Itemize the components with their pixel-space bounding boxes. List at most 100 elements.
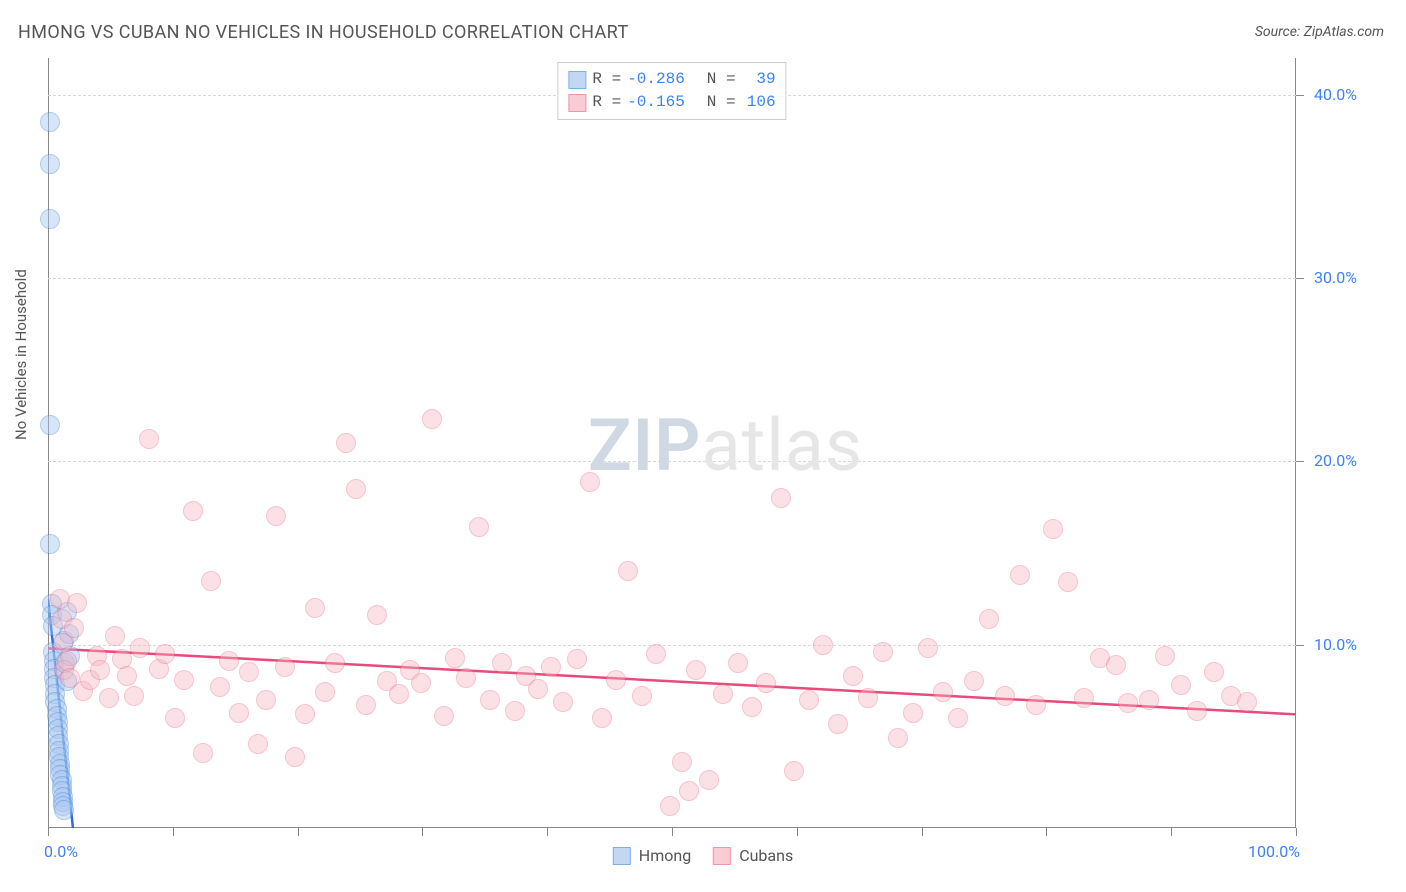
scatter-point-cubans: [553, 692, 573, 712]
x-tick-mark: [298, 828, 299, 836]
scatter-point-hmong: [40, 415, 60, 435]
scatter-point-cubans: [266, 506, 286, 526]
correlation-legend: R = -0.286 N = 39 R = -0.165 N = 106: [557, 62, 786, 120]
scatter-point-cubans: [411, 673, 431, 693]
scatter-point-cubans: [239, 662, 259, 682]
scatter-point-hmong: [40, 112, 60, 132]
scatter-point-cubans: [99, 688, 119, 708]
chart-title: HMONG VS CUBAN NO VEHICLES IN HOUSEHOLD …: [18, 22, 629, 43]
scatter-point-cubans: [1204, 662, 1224, 682]
scatter-point-cubans: [210, 677, 230, 697]
scatter-point-cubans: [843, 666, 863, 686]
scatter-point-hmong: [54, 800, 74, 820]
x-tick-label: 100.0%: [1248, 842, 1300, 861]
y-tick-mark: [1296, 95, 1304, 96]
y-tick-label: 40.0%: [1314, 85, 1357, 104]
scatter-point-cubans: [492, 653, 512, 673]
scatter-point-cubans: [699, 770, 719, 790]
x-tick-mark: [672, 828, 673, 836]
x-tick-mark: [1296, 828, 1297, 836]
scatter-point-cubans: [771, 488, 791, 508]
scatter-point-cubans: [165, 708, 185, 728]
series-legend: Hmong Cubans: [613, 846, 793, 865]
scatter-point-cubans: [799, 690, 819, 710]
scatter-point-cubans: [713, 684, 733, 704]
scatter-point-cubans: [918, 638, 938, 658]
scatter-point-cubans: [1043, 519, 1063, 539]
x-tick-mark: [797, 828, 798, 836]
scatter-point-cubans: [356, 695, 376, 715]
scatter-point-cubans: [933, 682, 953, 702]
scatter-point-cubans: [305, 598, 325, 618]
scatter-point-cubans: [67, 593, 87, 613]
scatter-point-cubans: [174, 670, 194, 690]
scatter-point-cubans: [742, 697, 762, 717]
scatter-point-cubans: [964, 671, 984, 691]
scatter-point-cubans: [995, 686, 1015, 706]
scatter-point-cubans: [686, 660, 706, 680]
scatter-point-cubans: [632, 686, 652, 706]
watermark: ZIPatlas: [588, 403, 863, 488]
scatter-point-cubans: [672, 752, 692, 772]
swatch-hmong: [613, 847, 631, 865]
scatter-point-cubans: [1187, 701, 1207, 721]
scatter-point-cubans: [979, 609, 999, 629]
scatter-point-cubans: [1106, 655, 1126, 675]
scatter-point-cubans: [193, 743, 213, 763]
scatter-point-cubans: [346, 479, 366, 499]
scatter-point-cubans: [295, 704, 315, 724]
scatter-point-cubans: [183, 501, 203, 521]
scatter-point-cubans: [567, 649, 587, 669]
scatter-point-cubans: [1139, 690, 1159, 710]
scatter-point-cubans: [903, 703, 923, 723]
scatter-point-cubans: [456, 668, 476, 688]
scatter-point-cubans: [256, 690, 276, 710]
swatch-hmong: [568, 71, 586, 89]
scatter-point-cubans: [873, 642, 893, 662]
correlation-legend-row-cubans: R = -0.165 N = 106: [568, 91, 775, 114]
scatter-point-cubans: [130, 638, 150, 658]
scatter-point-hmong: [40, 534, 60, 554]
scatter-point-cubans: [580, 472, 600, 492]
scatter-point-cubans: [618, 561, 638, 581]
swatch-cubans: [713, 847, 731, 865]
scatter-point-cubans: [1237, 692, 1257, 712]
scatter-point-cubans: [139, 429, 159, 449]
scatter-point-hmong: [40, 154, 60, 174]
scatter-point-cubans: [541, 657, 561, 677]
legend-label-hmong: Hmong: [639, 846, 691, 865]
scatter-point-cubans: [858, 688, 878, 708]
scatter-point-cubans: [275, 657, 295, 677]
scatter-point-cubans: [606, 670, 626, 690]
x-tick-mark: [922, 828, 923, 836]
scatter-point-cubans: [336, 433, 356, 453]
legend-item-hmong: Hmong: [613, 846, 691, 865]
scatter-point-cubans: [1026, 695, 1046, 715]
r-label: R =: [592, 68, 621, 91]
scatter-point-cubans: [248, 734, 268, 754]
scatter-point-cubans: [422, 409, 442, 429]
n-value-cubans: 106: [742, 91, 776, 114]
chart-source: Source: ZipAtlas.com: [1255, 24, 1384, 40]
scatter-point-cubans: [434, 706, 454, 726]
scatter-point-cubans: [201, 571, 221, 591]
scatter-point-cubans: [90, 660, 110, 680]
gridline: [48, 461, 1296, 462]
scatter-point-cubans: [888, 728, 908, 748]
y-axis-right-line: [1295, 58, 1296, 828]
legend-item-cubans: Cubans: [713, 846, 793, 865]
y-tick-label: 20.0%: [1314, 451, 1357, 470]
x-tick-mark: [547, 828, 548, 836]
scatter-point-cubans: [660, 796, 680, 816]
scatter-point-cubans: [445, 648, 465, 668]
scatter-point-cubans: [756, 673, 776, 693]
y-tick-mark: [1296, 645, 1304, 646]
scatter-point-cubans: [219, 651, 239, 671]
scatter-point-cubans: [315, 682, 335, 702]
y-axis-label: No Vehicles in Household: [12, 269, 30, 440]
watermark-zip: ZIP: [588, 403, 701, 488]
scatter-point-cubans: [1118, 693, 1138, 713]
scatter-point-cubans: [1155, 646, 1175, 666]
scatter-point-hmong: [40, 209, 60, 229]
scatter-point-cubans: [105, 626, 125, 646]
